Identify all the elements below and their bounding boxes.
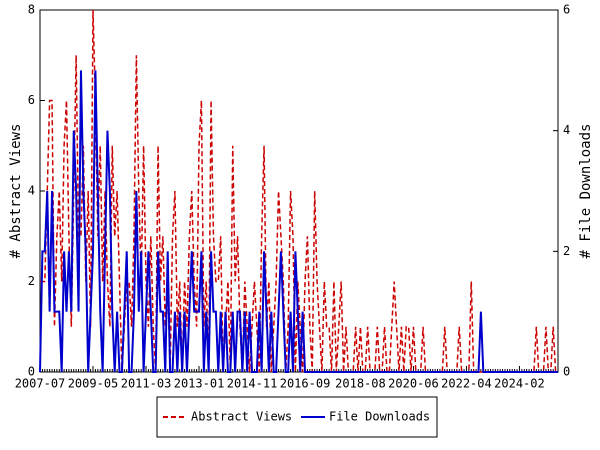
legend-label: Abstract Views bbox=[191, 410, 292, 424]
x-tick-label: 2014-11 bbox=[227, 377, 278, 391]
legend-label: File Downloads bbox=[329, 410, 430, 424]
legend bbox=[156, 396, 438, 438]
x-tick-label: 2009-05 bbox=[68, 377, 119, 391]
y-tick-label: 0 bbox=[28, 365, 35, 379]
x-tick-label: 2013-01 bbox=[174, 377, 225, 391]
y2-tick-label: 0 bbox=[563, 365, 570, 379]
y2-tick-label: 4 bbox=[563, 123, 570, 137]
x-tick-label: 2011-03 bbox=[121, 377, 172, 391]
series-line bbox=[40, 9, 558, 373]
x-tick-label: 2018-08 bbox=[335, 377, 386, 391]
x-tick-label: 2024-02 bbox=[494, 377, 545, 391]
y2-tick-label: 2 bbox=[563, 244, 570, 258]
y-tick-label: 4 bbox=[28, 184, 35, 198]
x-tick-label: 2007-07 bbox=[15, 377, 66, 391]
y-axis-label: # Abstract Views bbox=[8, 124, 24, 259]
y-tick-label: 8 bbox=[28, 3, 35, 17]
x-tick-label: 2022-04 bbox=[441, 377, 492, 391]
y-tick-label: 2 bbox=[28, 274, 35, 288]
series-line bbox=[39, 70, 558, 373]
y2-tick-label: 6 bbox=[563, 3, 570, 17]
y-tick-label: 6 bbox=[28, 93, 35, 107]
x-tick-label: 2020-06 bbox=[388, 377, 439, 391]
y2-axis-label: # File Downloads bbox=[578, 124, 594, 259]
x-tick-label: 2016-09 bbox=[280, 377, 331, 391]
